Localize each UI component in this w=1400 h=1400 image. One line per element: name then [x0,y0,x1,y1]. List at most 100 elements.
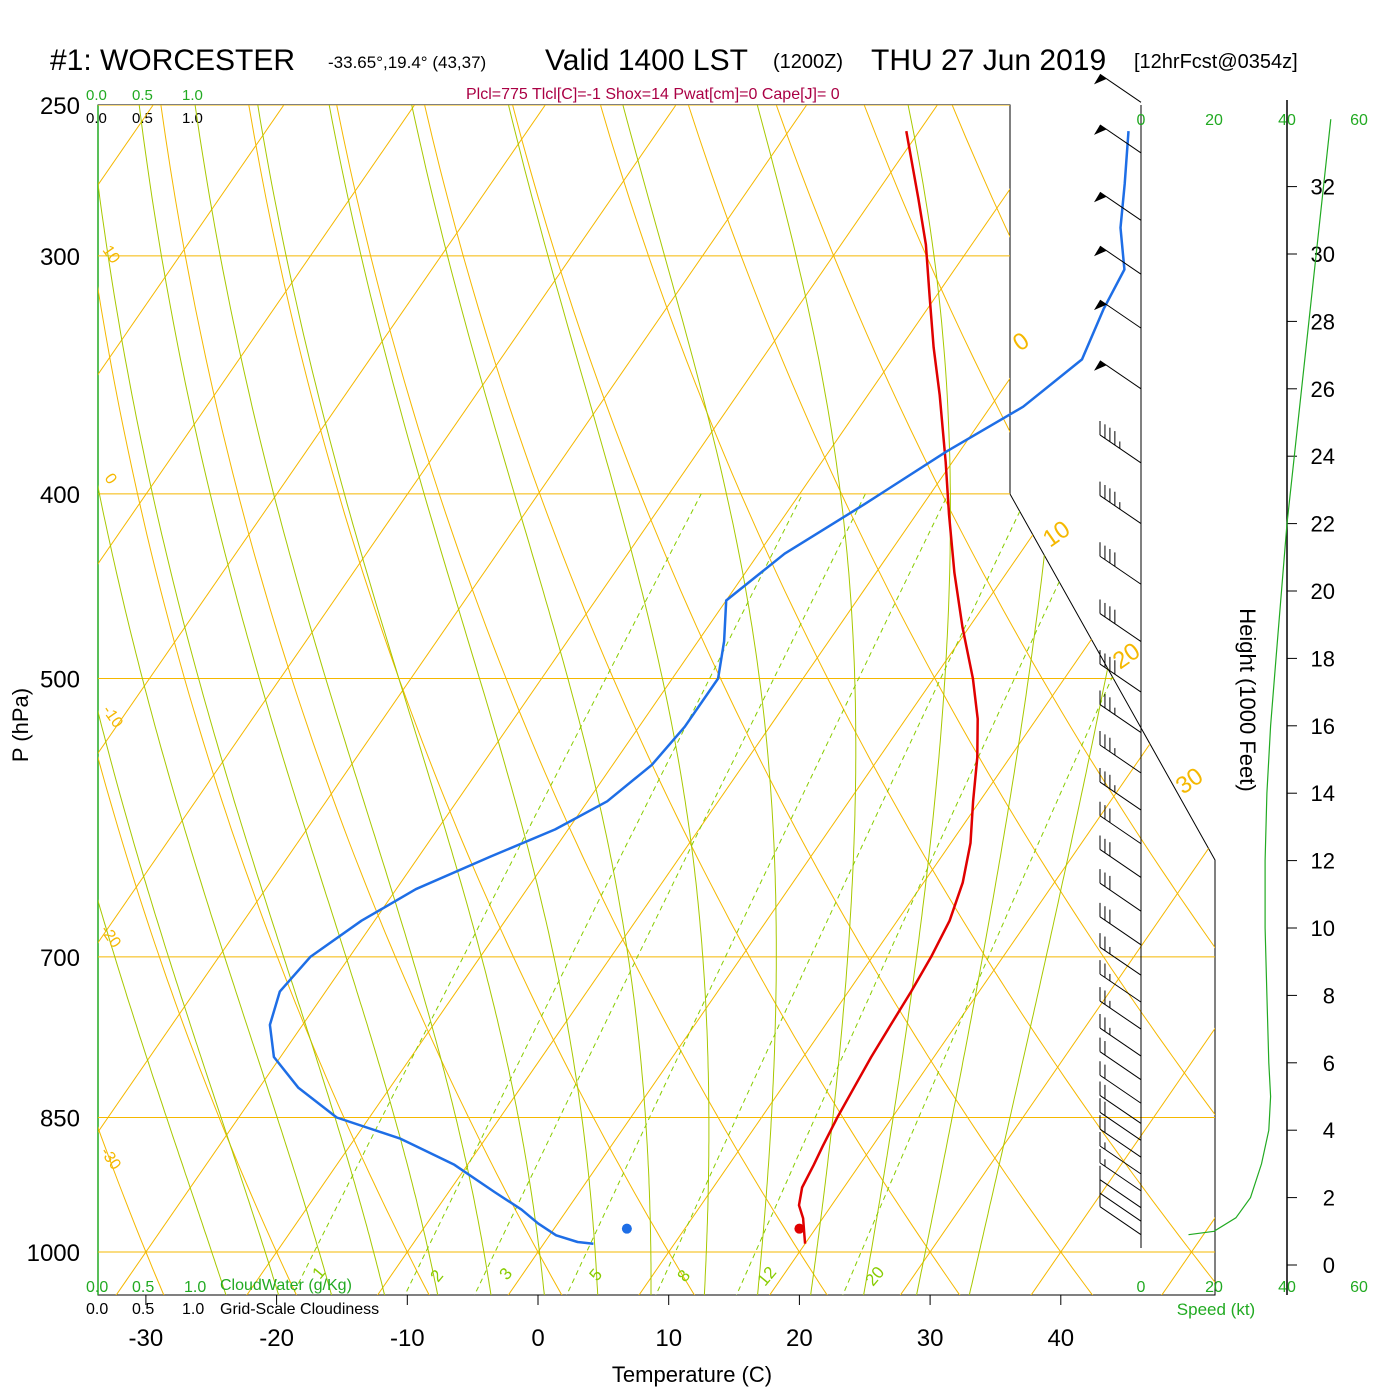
speed-tick-bottom-40: 40 [1278,1279,1296,1296]
mixing-ratio-line-8 [646,493,1029,1295]
isotherms [98,105,1215,1295]
wind-barb [1099,730,1142,774]
cloud-scale-bottom-black-1: 0.5 [132,1301,154,1318]
height-tick-4: 4 [1323,1118,1335,1143]
speed-tick-bottom-20: 20 [1205,1279,1223,1296]
surface-temperature-marker [794,1223,805,1234]
wind-barb [1099,1098,1142,1141]
isotherm-label-0: 10 [99,243,123,267]
isotherm-label-3: -20 [97,923,124,952]
wind-barb-staff [1099,124,1142,154]
wind-barb-staff [1099,1192,1142,1222]
wind-barb [1099,933,1142,976]
mixing-ratio-line-1 [281,493,702,1295]
dry-adiabats [98,105,1215,1295]
wind-barb [1099,1148,1142,1192]
wind-barb [1099,1132,1142,1175]
wind-barb-pennant [1094,74,1107,85]
temp-tick-6: 30 [917,1325,944,1352]
wind-barb-staff [1099,1145,1142,1175]
moist-adiabat-line [756,105,857,1295]
temp-tick-4: 10 [655,1325,682,1352]
wind-barb [1099,1192,1142,1236]
wind-panel: 0 20 40 60 0 20 40 60 Speed (kt) Height … [1094,73,1368,1319]
moist-adiabat-line [622,105,777,1295]
wind-barb-pennant [1094,192,1107,203]
height-tick-20: 20 [1311,579,1335,604]
temp-tick-5: 20 [786,1325,813,1352]
dry-adiabat-line [752,105,1215,1295]
pressure-tick-250: 250 [40,93,80,120]
pressure-tick-400: 400 [40,482,80,509]
moist-adiabat-line [194,105,495,1295]
dry-adiabat-line [323,105,842,1295]
wind-barb-staff [1099,781,1142,811]
isotherm-line [98,105,594,1295]
wind-barb-staff [1099,613,1142,642]
height-tick-12: 12 [1311,849,1335,874]
height-axis-label: Height (1000 Feet) [1235,608,1260,791]
wind-barb-staff [1099,815,1142,845]
temp-tick-7: 40 [1047,1325,1074,1352]
wind-barb-staff [1099,882,1142,912]
cloud-scale-top: 0.0 0.5 1.0 0.0 0.5 1.0 [86,87,203,127]
cloud-scale-bottom-black-0: 0.0 [86,1301,108,1318]
mixing-ratio-line-20 [833,493,1196,1295]
speed-tick-top-40: 40 [1278,112,1296,129]
dry-adiabat-line [494,105,1109,1295]
wind-barb [1099,869,1142,912]
wind-barb-staff [1099,704,1142,733]
wind-barb-staff [1099,1206,1142,1236]
x-axis-label: Temperature (C) [612,1362,772,1387]
dry-adiabat-line [408,105,975,1295]
mixing-ratio-line-12 [727,493,1101,1295]
dry-adiabat-line [98,105,441,1295]
moist-adiabat-line [911,105,1065,1295]
wind-barb-staff [1099,849,1142,878]
pressure-tick-850: 850 [40,1106,80,1133]
isotherm-label-4: -30 [97,1145,124,1174]
pressure-tick-300: 300 [40,244,80,271]
height-tick-16: 16 [1311,714,1335,739]
isotherm-line [362,105,1215,1295]
mixing-ratio-label-1: 2 [427,1266,448,1285]
height-tick-14: 14 [1311,781,1335,806]
temp-tick-3: 0 [531,1325,544,1352]
height-tick-8: 8 [1323,983,1335,1008]
moist-adiabat-line [859,105,951,1295]
mixing-ratio-labels: 1 2 3 5 8 12 20 [309,1263,889,1290]
wind-speed-line [1188,119,1332,1236]
station-coords: -33.65°,19.4° (43,37) [328,53,486,72]
wind-barb-staff [1099,1111,1142,1141]
wind-barb [1099,599,1142,642]
wind-barb [1099,987,1142,1030]
height-tick-0: 0 [1323,1253,1335,1278]
moist-adiabat-line [98,105,338,1295]
wind-barb-staff [1099,744,1142,774]
wind-barb [1099,481,1142,525]
zulu-time: (1200Z) [773,51,843,73]
isotherm-line [98,105,855,1295]
wind-barb [1099,1081,1142,1124]
valid-date: THU 27 Jun 2019 [871,44,1106,77]
wind-barb [1094,299,1142,329]
dry-adiabat-line [1009,105,1215,1295]
height-tick-26: 26 [1311,377,1335,402]
wind-barb-staff [1099,1162,1142,1192]
wind-barb-staff [1099,973,1142,1003]
wind-barb [1099,835,1142,878]
cloud-scale-top-black-2: 1.0 [182,110,203,127]
isotherm-line [1016,105,1215,1295]
mixing-ratio-lines [281,493,1196,1295]
wind-barb-pennant [1094,246,1107,257]
dry-adiabat-line [98,105,174,1295]
isotherm-line [493,105,1215,1295]
wind-barb-staff [1099,1128,1142,1158]
wind-barb-staff [1099,495,1142,525]
wind-barb [1099,902,1142,946]
wind-barb [1099,801,1142,845]
cloud-scale-bottom-green-2: 1.0 [184,1279,206,1296]
wind-barb [1099,1165,1142,1209]
wind-barb [1099,1037,1142,1081]
